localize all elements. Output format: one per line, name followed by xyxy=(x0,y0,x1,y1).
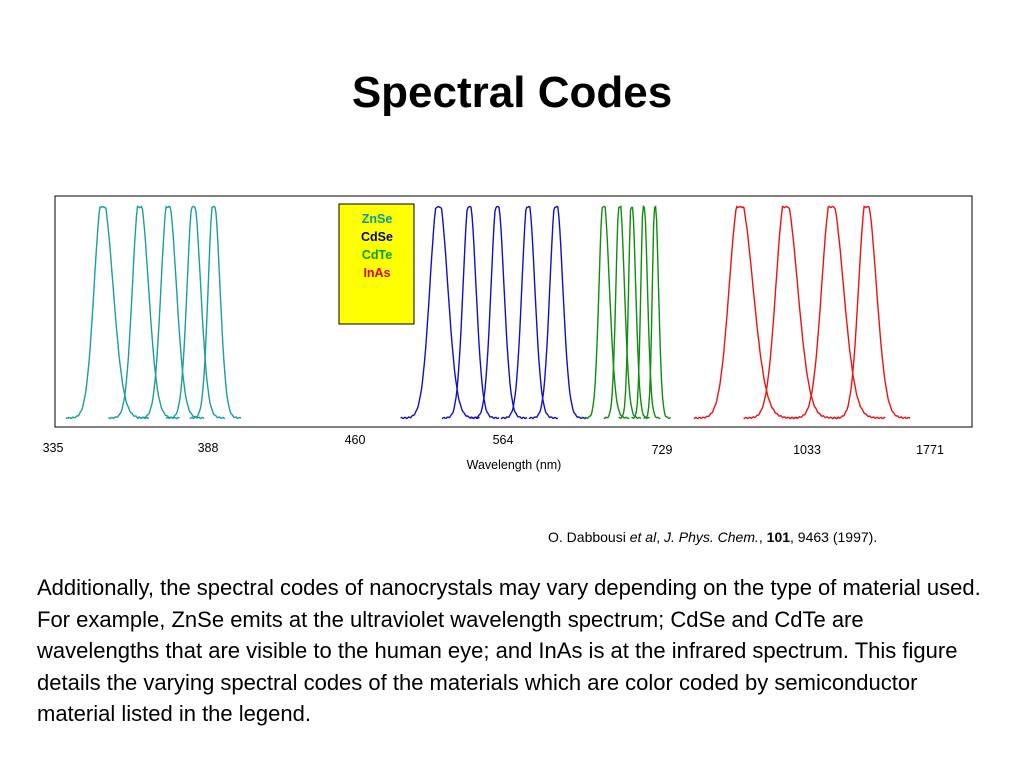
citation: O. Dabbousi et al, J. Phys. Chem., 101, … xyxy=(548,529,877,545)
x-tick-label: 1033 xyxy=(793,443,821,457)
spectrum-curve-znse-4 xyxy=(165,205,226,420)
spectrum-curve-inas-4 xyxy=(831,205,911,420)
citation-pages-year: , 9463 (1997). xyxy=(790,529,878,545)
spectrum-curve-znse-5 xyxy=(189,205,242,420)
citation-etal: et al xyxy=(629,529,657,545)
citation-journal: J. Phys. Chem. xyxy=(663,529,759,545)
spectrum-curve-cdte-4 xyxy=(631,205,661,420)
series-layer xyxy=(65,205,911,420)
x-tick-label: 1771 xyxy=(916,443,944,457)
spectrum-curve-znse-2 xyxy=(108,205,180,420)
spectrum-curve-inas-3 xyxy=(788,205,886,420)
slide-title: Spectral Codes xyxy=(351,68,673,117)
citation-sep: , xyxy=(656,529,664,545)
legend: ZnSe CdSe CdTe InAs xyxy=(338,203,415,325)
spectrum-curve-cdse-5 xyxy=(528,205,587,420)
spectrum-curve-cdse-3 xyxy=(469,205,528,420)
spectrum-curve-cdte-3 xyxy=(618,206,650,420)
spectrum-curve-cdse-2 xyxy=(441,205,500,420)
spectrum-curve-cdse-1 xyxy=(400,205,480,420)
citation-sep: , xyxy=(758,529,767,545)
legend-entry-inas: InAs xyxy=(363,266,390,280)
body-paragraph: Additionally, the spectral codes of nano… xyxy=(37,575,981,726)
x-tick-label: 388 xyxy=(198,441,219,455)
x-tick-label: 564 xyxy=(493,433,514,447)
spectrum-curve-cdse-4 xyxy=(500,205,559,420)
x-tick-label: 460 xyxy=(345,433,366,447)
x-axis-label: Wavelength (nm) xyxy=(467,458,562,472)
citation-author: O. Dabbousi xyxy=(548,529,630,545)
spectrum-curve-cdte-5 xyxy=(643,205,672,419)
x-tick-label: 729 xyxy=(652,443,673,457)
citation-volume: 101 xyxy=(766,529,791,545)
legend-entry-cdte: CdTe xyxy=(362,248,392,262)
spectral-chart: ZnSe CdSe CdTe InAs 335 388 460 564 729 … xyxy=(43,195,973,472)
spectrum-curve-inas-2 xyxy=(743,205,840,420)
legend-entry-cdse: CdSe xyxy=(361,230,393,244)
spectrum-curve-inas-1 xyxy=(693,205,798,420)
legend-entry-znse: ZnSe xyxy=(362,212,393,226)
spectrum-curve-znse-3 xyxy=(136,205,205,420)
x-tick-labels: 335 388 460 564 729 1033 1771 xyxy=(43,433,944,457)
x-tick-label: 335 xyxy=(43,441,64,455)
spectrum-curve-znse-1 xyxy=(65,205,150,420)
plot-frame xyxy=(54,195,973,428)
legend-box xyxy=(338,203,415,325)
